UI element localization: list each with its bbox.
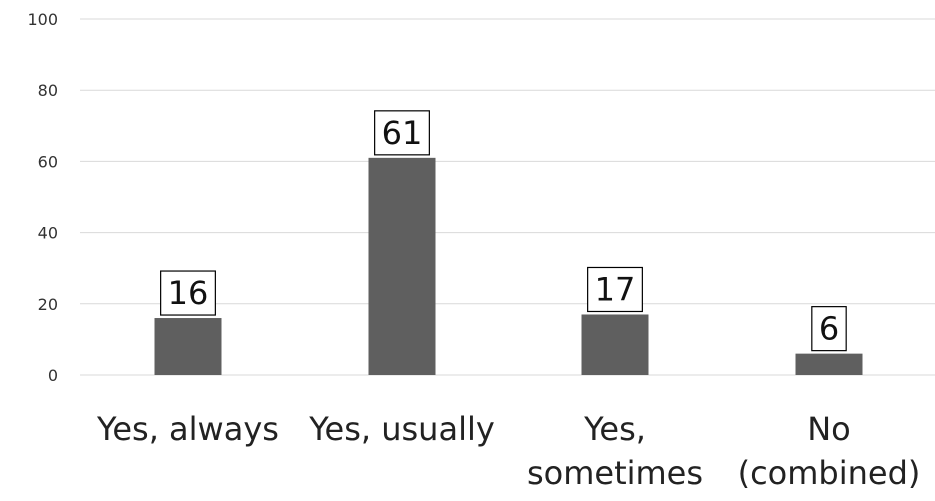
- bar-2: [581, 314, 649, 375]
- y-axis-tick-labels: 0 20 40 60 80 100: [27, 10, 58, 385]
- data-label-0: 16: [160, 270, 216, 316]
- data-label-box: [587, 266, 643, 313]
- x-tick-label-2: Yes, sometimes: [527, 410, 703, 492]
- data-label-box: [374, 110, 430, 156]
- gridlines: [80, 18, 935, 376]
- x-tick-label-line: No: [807, 410, 851, 448]
- bars: [154, 157, 863, 375]
- x-tick-label-line: Yes, always: [96, 410, 279, 448]
- data-labels: 16 61 17 6: [160, 110, 847, 352]
- data-label-2: 17: [587, 266, 643, 313]
- y-tick-label: 60: [38, 152, 58, 171]
- data-label-text: 61: [382, 114, 423, 152]
- data-label-box: [160, 270, 216, 316]
- bar-3: [795, 353, 863, 375]
- bar-1: [368, 157, 436, 375]
- x-tick-label-1: Yes, usually: [308, 410, 495, 448]
- x-axis-tick-labels: Yes, always Yes, usually Yes, sometimes No (c…: [96, 410, 920, 492]
- y-tick-label: 80: [38, 81, 58, 100]
- x-tick-label-line: (combined): [738, 454, 921, 492]
- y-tick-label: 0: [48, 366, 58, 385]
- y-tick-label: 20: [38, 295, 58, 314]
- x-tick-label-3: No (combined): [738, 410, 921, 492]
- x-tick-label-line: Yes, usually: [308, 410, 495, 448]
- x-tick-label-line: Yes,: [583, 410, 646, 448]
- bar-0: [154, 318, 222, 375]
- y-tick-label: 40: [38, 224, 58, 243]
- data-label-text: 16: [168, 274, 209, 312]
- data-label-text: 6: [819, 310, 839, 348]
- data-label-box: [811, 306, 847, 352]
- x-tick-label-0: Yes, always: [96, 410, 279, 448]
- data-label-3: 6: [811, 306, 847, 352]
- y-tick-label: 100: [27, 10, 58, 29]
- data-label-text: 17: [595, 270, 636, 308]
- data-label-1: 61: [374, 110, 430, 156]
- x-tick-label-line: sometimes: [527, 454, 703, 492]
